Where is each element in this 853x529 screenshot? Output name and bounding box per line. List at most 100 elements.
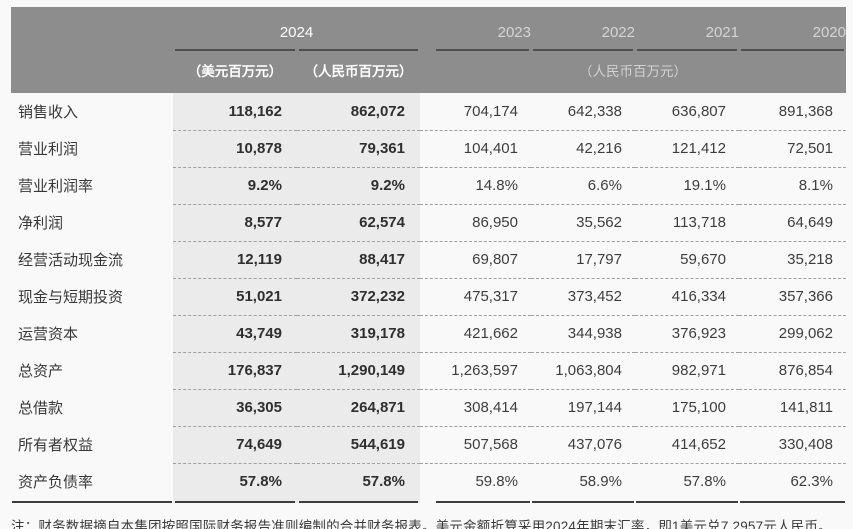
financial-summary-table: 2024 2023 2022 2021 2020 （美元百万元） （人民币百万元… [11, 7, 846, 503]
row-label: 运营资本 [18, 326, 79, 343]
header-underline-segment [635, 48, 739, 51]
value-2023: 507,568 [420, 426, 531, 464]
value-2022: 58.9% [579, 473, 622, 491]
value-2022: 642,338 [531, 93, 635, 131]
value-2020: 62.3% [790, 473, 833, 491]
header-underline-segment [173, 48, 297, 51]
value-2024-rmb: 544,619 [297, 426, 420, 464]
value-2023: 1,263,597 [420, 352, 531, 390]
bottom-border-segment [297, 500, 420, 503]
value-2022: 17,797 [531, 241, 635, 279]
value-2020: 876,854 [739, 352, 846, 390]
table-row: 净利润 8,577 62,574 86,950 35,562 113,718 6… [11, 204, 846, 242]
table-row: 总借款 36,305 264,871 308,414 197,144 175,1… [11, 389, 846, 427]
bottom-border-segment [173, 500, 297, 503]
unit-usd-millions: （美元百万元） [173, 51, 297, 93]
table-bottom-border [11, 500, 846, 503]
table-body: 销售收入 118,162 862,072 704,174 642,338 636… [11, 93, 846, 500]
column-header-2021: 2021 [635, 7, 739, 48]
table-row: 经营活动现金流 12,119 88,417 69,807 17,797 59,6… [11, 241, 846, 279]
value-2024-rmb: 79,361 [297, 130, 420, 168]
value-2023: 14.8% [420, 167, 531, 205]
header-spacer [11, 7, 173, 48]
header-underline-spacer [11, 48, 173, 51]
value-2021: 636,807 [635, 93, 739, 131]
year-header-row: 2024 2023 2022 2021 2020 [11, 7, 846, 48]
bottom-border-segment [531, 500, 635, 503]
header-underline-segment [420, 48, 531, 51]
row-label: 现金与短期投资 [18, 289, 124, 306]
value-2023: 421,662 [420, 315, 531, 353]
value-2023: 86,950 [420, 204, 531, 242]
table-row: 销售收入 118,162 862,072 704,174 642,338 636… [11, 93, 846, 131]
value-2024-rmb: 264,871 [297, 389, 420, 427]
value-2023: 104,401 [420, 130, 531, 168]
footnote: 注：财务数据摘自本集团按照国际财务报告准则编制的合并财务报表。美元金额折算采用2… [11, 519, 832, 529]
row-label: 净利润 [18, 215, 64, 232]
unit-header-row: （美元百万元） （人民币百万元） （人民币百万元） [11, 51, 846, 93]
value-2024-rmb: 319,178 [297, 315, 420, 353]
value-2024-usd: 118,162 [173, 93, 297, 131]
value-2024-rmb: 9.2% [297, 167, 420, 205]
table-row: 总资产 176,837 1,290,149 1,263,597 1,063,80… [11, 352, 846, 390]
value-2020: 141,811 [739, 389, 846, 427]
value-2024-rmb: 57.8% [297, 463, 420, 500]
value-2024-usd: 51,021 [173, 278, 297, 316]
bottom-border-segment [635, 500, 739, 503]
table-row: 运营资本 43,749 319,178 421,662 344,938 376,… [11, 315, 846, 353]
row-label: 资产负债率 [18, 474, 94, 491]
row-label: 经营活动现金流 [18, 252, 124, 269]
value-2020: 64,649 [739, 204, 846, 242]
row-label: 总借款 [18, 400, 64, 417]
column-header-2022: 2022 [531, 7, 635, 48]
value-2021: 19.1% [635, 167, 739, 205]
value-2022: 373,452 [531, 278, 635, 316]
value-2024-rmb: 1,290,149 [297, 352, 420, 390]
value-2020: 35,218 [739, 241, 846, 279]
value-2024-usd: 9.2% [173, 167, 297, 205]
value-2020: 330,408 [739, 426, 846, 464]
bottom-border-segment [739, 500, 846, 503]
value-2022: 437,076 [531, 426, 635, 464]
value-2022: 197,144 [531, 389, 635, 427]
table-header: 2024 2023 2022 2021 2020 （美元百万元） （人民币百万元… [11, 7, 846, 93]
row-label: 所有者权益 [18, 437, 94, 454]
row-label: 销售收入 [18, 104, 79, 121]
value-2022: 344,938 [531, 315, 635, 353]
value-2022: 1,063,804 [531, 352, 635, 390]
value-2023: 308,414 [420, 389, 531, 427]
value-2021: 416,334 [635, 278, 739, 316]
value-2024-rmb: 62,574 [297, 204, 420, 242]
unit-rmb-millions-group: （人民币百万元） [420, 51, 846, 93]
value-2022: 42,216 [531, 130, 635, 168]
value-2024-usd: 57.8% [173, 463, 297, 500]
value-2021: 414,652 [635, 426, 739, 464]
value-2024-usd: 74,649 [173, 426, 297, 464]
value-2020: 891,368 [739, 93, 846, 131]
bottom-border-segment [420, 500, 531, 503]
value-2024-rmb: 372,232 [297, 278, 420, 316]
value-2023: 475,317 [420, 278, 531, 316]
header-underline-segment [297, 48, 420, 51]
value-2022: 35,562 [531, 204, 635, 242]
value-2023: 69,807 [420, 241, 531, 279]
value-2020: 8.1% [739, 167, 846, 205]
table-row: 所有者权益 74,649 544,619 507,568 437,076 414… [11, 426, 846, 464]
value-2021: 57.8% [683, 473, 726, 491]
value-2020: 299,062 [739, 315, 846, 353]
value-2020: 72,501 [739, 130, 846, 168]
row-label: 营业利润 [18, 141, 79, 158]
unit-rmb-millions: （人民币百万元） [297, 51, 420, 93]
row-label: 总资产 [18, 363, 64, 380]
value-2020: 357,366 [739, 278, 846, 316]
unit-spacer [11, 51, 173, 93]
column-header-2023: 2023 [420, 7, 531, 48]
value-2024-rmb: 862,072 [297, 93, 420, 131]
value-2023: 59.8% [475, 473, 518, 491]
table-row: 营业利润 10,878 79,361 104,401 42,216 121,41… [11, 130, 846, 168]
value-2024-usd: 43,749 [173, 315, 297, 353]
value-2021: 59,670 [635, 241, 739, 279]
value-2024-usd: 10,878 [173, 130, 297, 168]
row-label: 营业利润率 [18, 178, 94, 195]
